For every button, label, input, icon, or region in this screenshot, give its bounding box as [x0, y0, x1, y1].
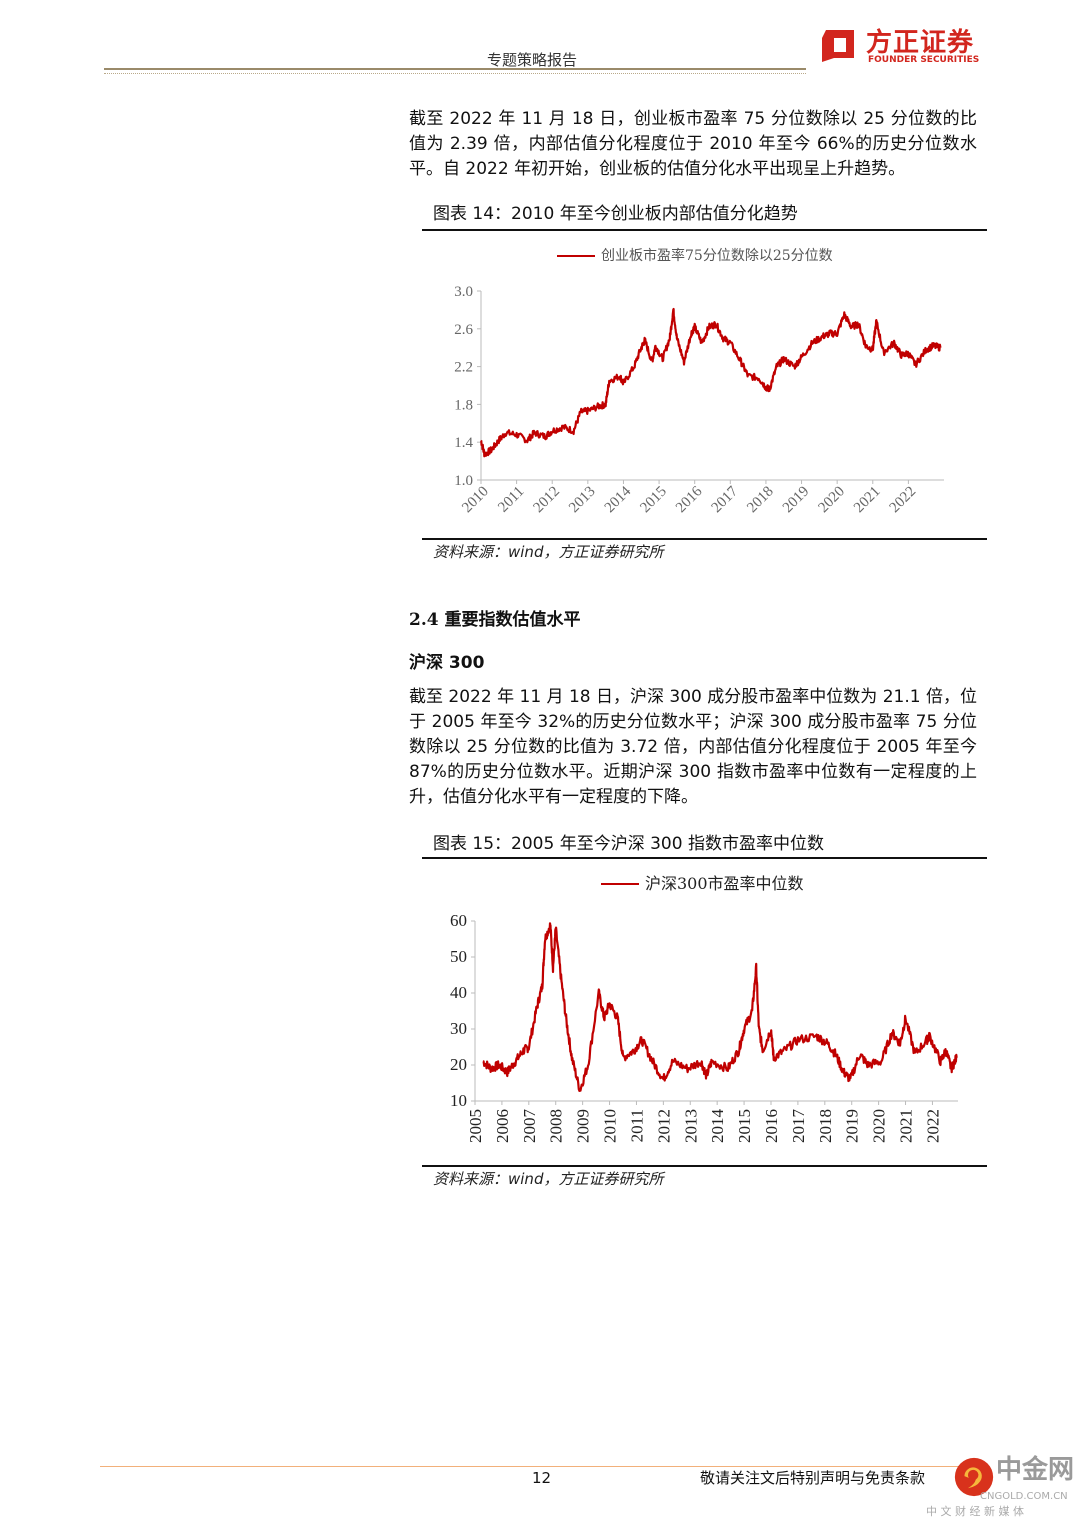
- x-tick-label: 2020: [815, 484, 848, 517]
- figure15-chart: 10 20 30 40 50 60 2005 2006 2007 2008 2009 2010 2011…: [450, 911, 958, 1144]
- x-tick-label: 2007: [520, 1109, 539, 1144]
- figure15-bottom-rule: [422, 1165, 987, 1167]
- watermark-url: CNGOLD.COM.CN: [980, 1491, 1068, 1502]
- series-line: [482, 922, 958, 1092]
- legend-swatch: [601, 883, 639, 885]
- x-tick-label: 2016: [673, 483, 706, 516]
- x-tick-label: 2017: [789, 1109, 808, 1144]
- x-tick-label: 2009: [574, 1109, 593, 1143]
- legend-swatch: [557, 255, 595, 257]
- logo-text-cn: 方正证券: [866, 28, 975, 58]
- y-tick-label: 1.8: [454, 397, 473, 413]
- x-tick-label: 2020: [870, 1109, 889, 1143]
- y-tick-label: 1.4: [454, 435, 473, 451]
- x-tick-label: 2013: [566, 484, 599, 517]
- logo-text-en: FOUNDER SECURITIES: [868, 55, 980, 65]
- figure14-chart-block: 创业板市盈率75分位数除以25分位数 1.0 1.4 1.8 2.2 2.6 3.0 201…: [422, 231, 987, 538]
- x-tick-label: 2019: [780, 484, 813, 517]
- x-tick-label: 2014: [602, 483, 635, 516]
- y-tick-label: 30: [450, 1019, 467, 1038]
- y-tick-label: 3.0: [454, 284, 473, 300]
- main-column: 截至 2022 年 11 月 18 日，创业板市盈率 75 分位数除以 25 分…: [409, 107, 987, 1189]
- figure14-title: 图表 14：2010 年至今创业板内部估值分化趋势: [433, 204, 798, 224]
- y-tick-label: 1.0: [454, 473, 473, 489]
- x-tick-label: 2022: [923, 1109, 942, 1143]
- figure15-top-rule: [422, 857, 987, 859]
- x-tick-label: 2018: [744, 484, 777, 517]
- x-tick-label: 2021: [897, 1109, 916, 1143]
- footer-rule: [100, 1466, 980, 1467]
- x-tick-label: 2006: [493, 1109, 512, 1143]
- figure14-top-rule: [422, 229, 987, 231]
- x-tick-label: 2012: [531, 484, 564, 517]
- y-tick-label: 20: [450, 1055, 467, 1074]
- x-tick-label: 2015: [735, 1109, 754, 1143]
- series-line: [480, 307, 942, 458]
- founder-securities-logo: 方正证券 FOUNDER SECURITIES: [820, 24, 980, 68]
- hs300-paragraph: 截至 2022 年 11 月 18 日，沪深 300 成分股市盈率中位数为 21…: [409, 687, 977, 807]
- figure14-bottom-rule: [422, 538, 987, 540]
- x-tick-label: 2013: [681, 1109, 700, 1143]
- intro-paragraph: 截至 2022 年 11 月 18 日，创业板市盈率 75 分位数除以 25 分…: [409, 109, 977, 179]
- x-tick-label: 2014: [708, 1109, 727, 1144]
- legend-label: 创业板市盈率75分位数除以25分位数: [601, 248, 833, 264]
- y-tick-label: 2.2: [454, 360, 473, 376]
- y-tick-label: 10: [450, 1091, 467, 1110]
- x-tick-label: 2019: [843, 1109, 862, 1143]
- cngold-watermark: 中金网 CNGOLD.COM.CN 中 文 财 经 新 媒 体: [920, 1455, 1080, 1525]
- header-dotted-rule: [104, 73, 806, 74]
- x-tick-label: 2022: [887, 484, 920, 517]
- figure14-source: 资料来源：wind，方正证券研究所: [433, 543, 664, 561]
- x-tick-label: 2012: [654, 1109, 673, 1143]
- report-type-label: 专题策略报告: [487, 51, 578, 69]
- cngold-logo-icon: [954, 1457, 994, 1497]
- y-tick-label: 60: [450, 911, 467, 930]
- x-tick-label: 2008: [547, 1109, 566, 1143]
- x-tick-label: 2011: [495, 484, 527, 516]
- figure14-legend: 创业板市盈率75分位数除以25分位数: [557, 247, 833, 265]
- y-tick-label: 2.6: [454, 322, 473, 338]
- disclaimer-note: 敬请关注文后特别声明与免责条款: [700, 1469, 926, 1487]
- watermark-tag: 中 文 财 经 新 媒 体: [926, 1505, 1024, 1518]
- x-tick-label: 2018: [816, 1109, 835, 1143]
- x-tick-label: 2015: [637, 484, 670, 517]
- logo-mark-icon: [822, 30, 854, 62]
- legend-label: 沪深300市盈率中位数: [645, 874, 804, 893]
- header-rule: [104, 68, 806, 70]
- y-tick-label: 50: [450, 947, 467, 966]
- x-tick-label: 2017: [709, 483, 742, 516]
- figure15-source: 资料来源：wind，方正证券研究所: [433, 1170, 664, 1188]
- figure15-title: 图表 15：2005 年至今沪深 300 指数市盈率中位数: [433, 834, 824, 854]
- figure15-legend: 沪深300市盈率中位数: [601, 875, 804, 893]
- y-tick-label: 40: [450, 983, 467, 1002]
- x-tick-label: 2016: [762, 1109, 781, 1143]
- x-tick-label: 2005: [466, 1109, 485, 1143]
- x-tick-label: 2021: [851, 484, 884, 517]
- page-number: 12: [532, 1469, 552, 1487]
- watermark-cn: 中金网: [996, 1455, 1075, 1485]
- x-tick-label: 2011: [627, 1109, 646, 1142]
- section-heading: 2.4 重要指数估值水平: [409, 610, 581, 630]
- figure15-chart-block: 沪深300市盈率中位数 10 20 30 40 50 60 2005 2006 2007 2008…: [422, 859, 987, 1165]
- x-tick-label: 2010: [601, 1109, 620, 1143]
- section-subheading: 沪深 300: [409, 653, 485, 673]
